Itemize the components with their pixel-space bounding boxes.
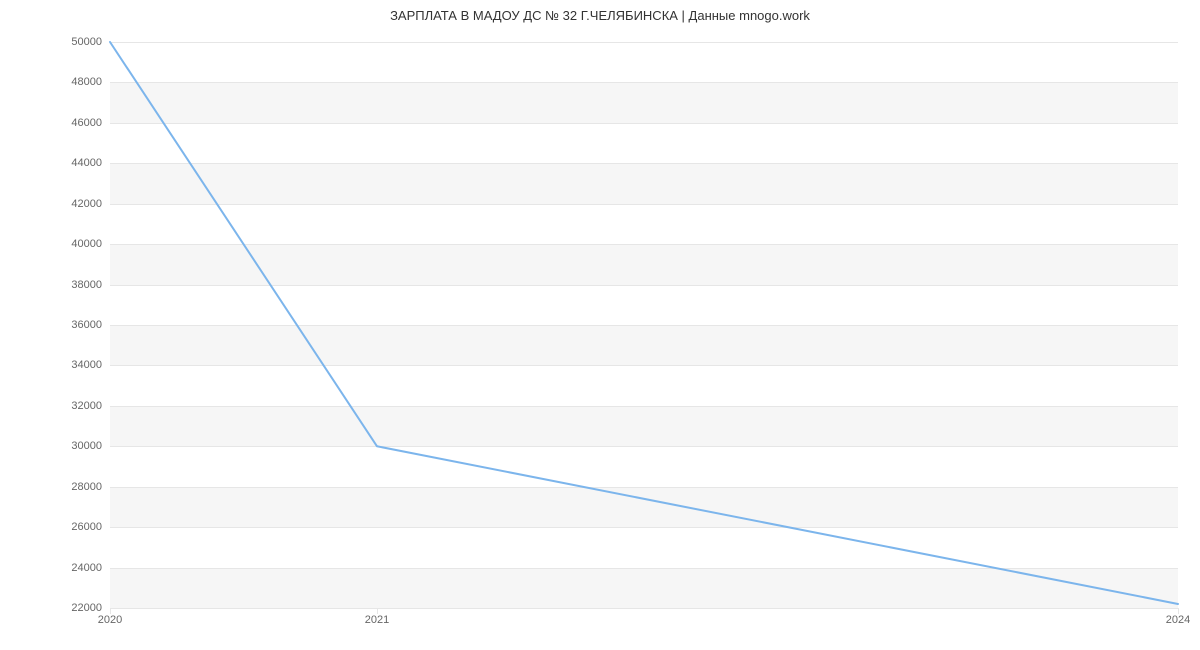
y-tick-label: 48000 xyxy=(71,76,102,88)
y-tick-label: 42000 xyxy=(71,198,102,210)
x-tick-label: 2024 xyxy=(1166,614,1190,626)
y-tick-label: 28000 xyxy=(71,481,102,493)
plot-area: 2200024000260002800030000320003400036000… xyxy=(110,42,1178,608)
y-tick-label: 30000 xyxy=(71,440,102,452)
y-tick-label: 24000 xyxy=(71,562,102,574)
salary-chart: ЗАРПЛАТА В МАДОУ ДС № 32 Г.ЧЕЛЯБИНСКА | … xyxy=(0,0,1200,650)
y-tick-label: 40000 xyxy=(71,238,102,250)
y-tick-label: 50000 xyxy=(71,36,102,48)
y-tick-label: 32000 xyxy=(71,400,102,412)
y-tick-label: 44000 xyxy=(71,157,102,169)
y-tick-label: 34000 xyxy=(71,359,102,371)
x-tick-label: 2020 xyxy=(98,614,122,626)
y-gridline xyxy=(110,608,1178,609)
y-tick-label: 36000 xyxy=(71,319,102,331)
y-tick-label: 46000 xyxy=(71,117,102,129)
series-line xyxy=(110,42,1178,608)
chart-title: ЗАРПЛАТА В МАДОУ ДС № 32 Г.ЧЕЛЯБИНСКА | … xyxy=(0,8,1200,23)
y-tick-label: 22000 xyxy=(71,602,102,614)
y-tick-label: 26000 xyxy=(71,521,102,533)
x-tick-label: 2021 xyxy=(365,614,389,626)
y-tick-label: 38000 xyxy=(71,279,102,291)
